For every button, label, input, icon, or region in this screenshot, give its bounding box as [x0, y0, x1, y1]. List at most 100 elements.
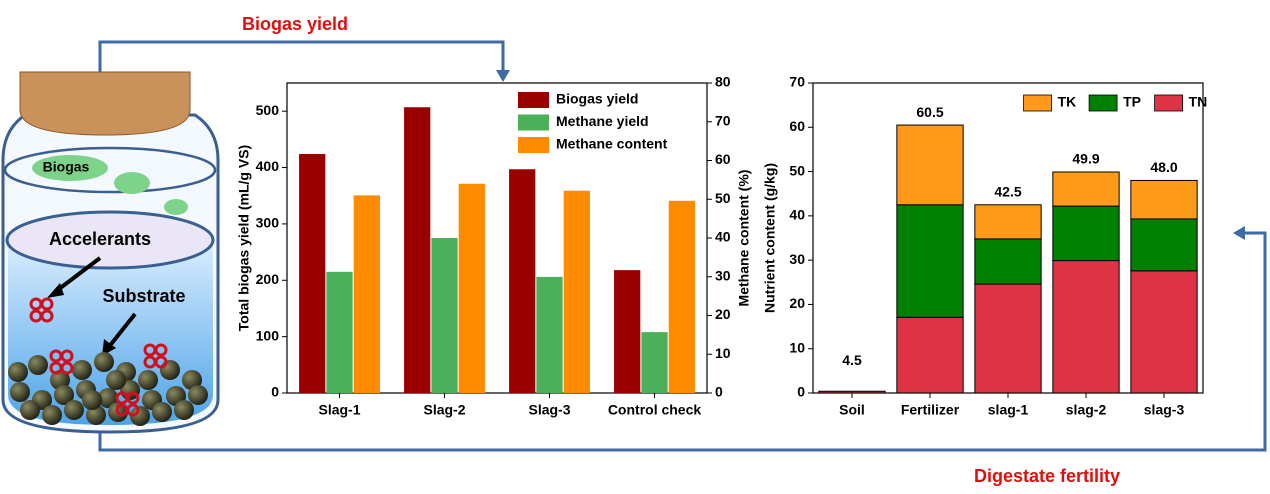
jar-label: Accelerants	[49, 229, 151, 249]
particle	[8, 362, 28, 382]
y-tick-label: 300	[256, 215, 280, 231]
bar-segment	[1130, 218, 1198, 272]
total-label: 42.5	[994, 183, 1021, 199]
pointer-arrow	[106, 312, 137, 350]
x-tick-label: Soil	[839, 402, 865, 418]
bar-segment	[896, 204, 964, 318]
accelerant-particles	[29, 297, 168, 417]
legend-swatch	[518, 137, 549, 153]
y2-tick-label: 70	[715, 112, 731, 128]
y-tick-label: 40	[789, 207, 805, 223]
particle	[72, 360, 92, 380]
y-tick-label: 30	[789, 251, 805, 267]
cork	[19, 71, 191, 136]
y-tick-label: 100	[256, 327, 280, 343]
bar	[458, 183, 485, 393]
y-axis-label: Nutrient content (g/kg)	[762, 163, 778, 313]
particle	[152, 402, 172, 422]
y-tick-label: 50	[789, 162, 805, 178]
particle	[106, 370, 126, 390]
total-label: 4.5	[842, 352, 862, 368]
particle	[182, 370, 202, 390]
bar	[299, 154, 326, 393]
arrow-head	[47, 283, 64, 298]
y-tick-label: 10	[789, 339, 805, 355]
y-tick-label: 0	[271, 384, 279, 400]
bar-segment	[1052, 171, 1120, 207]
x-tick-label: Control check	[608, 402, 702, 418]
particle	[82, 390, 102, 410]
x-tick-label: Slag-3	[528, 402, 570, 418]
bar	[563, 190, 590, 393]
jar-label: Substrate	[102, 286, 185, 306]
particle	[50, 370, 70, 390]
bar-segment	[974, 283, 1042, 394]
gas-bubble	[32, 155, 108, 181]
y2-axis-label: Methane content (%)	[736, 170, 752, 307]
y2-tick-label: 30	[715, 267, 731, 283]
particle	[130, 406, 150, 426]
bar	[431, 238, 458, 393]
bar-segment	[974, 238, 1042, 285]
substrate-particles	[8, 352, 208, 426]
bar	[668, 200, 695, 393]
bar-segment	[1130, 270, 1198, 394]
y2-tick-label: 80	[715, 74, 731, 90]
particle	[28, 355, 48, 375]
bar-segment	[974, 204, 1042, 240]
flow-arrow	[98, 231, 1267, 452]
liquid-surface	[5, 210, 215, 270]
y-tick-label: 70	[789, 74, 805, 90]
particle	[10, 382, 30, 402]
y-tick-label: 200	[256, 271, 280, 287]
y2-tick-label: 10	[715, 345, 731, 361]
legend-label: TK	[1058, 94, 1077, 110]
bar-segment	[896, 316, 964, 394]
legend-label: TP	[1123, 94, 1141, 110]
particle	[42, 405, 62, 425]
bar	[536, 276, 563, 393]
particle	[160, 360, 180, 380]
x-tick-label: slag-1	[988, 402, 1029, 418]
bar	[326, 271, 353, 393]
total-label: 60.5	[916, 104, 943, 120]
total-label: 48.0	[1150, 159, 1177, 175]
particle	[54, 385, 74, 405]
arrow-head	[1233, 226, 1245, 240]
legend-swatch	[518, 114, 549, 131]
bar-segment	[1052, 205, 1120, 262]
gas-bubble	[164, 199, 188, 215]
y-tick-label: 0	[797, 384, 805, 400]
legend-label: Methane yield	[556, 113, 649, 129]
particle	[188, 385, 208, 405]
particle	[174, 400, 194, 420]
legend-label: Biogas yield	[556, 91, 638, 107]
x-tick-label: slag-2	[1066, 402, 1107, 418]
gas-bubble	[114, 172, 150, 194]
legend-label: Methane content	[556, 136, 668, 152]
bar-segment	[896, 124, 964, 206]
bar-segment	[818, 390, 886, 394]
x-tick-label: Slag-2	[423, 402, 465, 418]
y2-tick-label: 50	[715, 190, 731, 206]
particle	[86, 405, 106, 425]
y2-tick-label: 60	[715, 151, 731, 167]
bar	[641, 332, 668, 393]
particle	[94, 352, 114, 372]
y2-tick-label: 0	[715, 384, 723, 400]
x-tick-label: slag-3	[1144, 402, 1185, 418]
x-tick-label: Slag-1	[318, 402, 360, 418]
y-tick-label: 400	[256, 158, 280, 174]
jar-label: Biogas	[43, 159, 90, 175]
legend-swatch	[518, 92, 549, 108]
flow-arrow	[98, 40, 505, 74]
bar	[614, 270, 641, 393]
y-tick-label: 60	[789, 118, 805, 134]
legend-swatch	[1023, 94, 1052, 112]
flow-label: Biogas yield	[242, 14, 348, 34]
bar-segment	[1052, 260, 1120, 394]
flow-label: Digestate fertility	[974, 466, 1120, 486]
pointer-arrow	[53, 256, 102, 294]
particle	[64, 400, 84, 420]
